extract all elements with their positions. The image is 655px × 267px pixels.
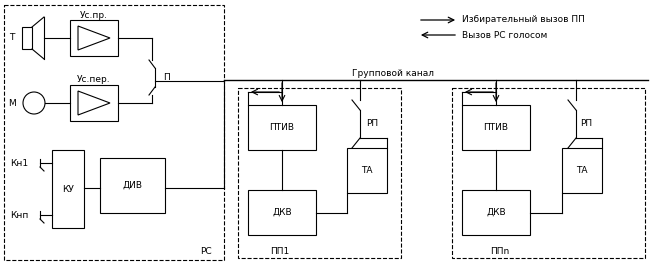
Text: ТА: ТА <box>362 166 373 175</box>
Bar <box>462 105 530 150</box>
Text: РС: РС <box>200 246 212 256</box>
Text: ППn: ППn <box>491 246 510 256</box>
Text: ТА: ТА <box>576 166 588 175</box>
Text: М: М <box>8 99 16 108</box>
Bar <box>70 85 118 121</box>
Bar <box>238 88 401 258</box>
Text: Избирательный вызов ПП: Избирательный вызов ПП <box>462 15 585 25</box>
Text: ПТИВ: ПТИВ <box>483 123 508 132</box>
Text: ДИВ: ДИВ <box>122 181 143 190</box>
Bar <box>4 5 224 260</box>
Text: ПТИВ: ПТИВ <box>269 123 295 132</box>
Bar <box>462 190 530 235</box>
Bar <box>100 158 165 213</box>
Bar <box>248 105 316 150</box>
Text: ДКВ: ДКВ <box>272 208 292 217</box>
Text: Вызов РС голосом: Вызов РС голосом <box>462 30 548 40</box>
Text: РП: РП <box>580 120 592 128</box>
Text: Кнп: Кнп <box>10 210 28 219</box>
Bar <box>52 150 84 228</box>
Text: П: П <box>162 73 170 81</box>
Bar <box>22 27 32 49</box>
Text: ДКВ: ДКВ <box>486 208 506 217</box>
Text: Групповой канал: Групповой канал <box>352 69 434 77</box>
Text: Ус.пер.: Ус.пер. <box>77 76 111 84</box>
Text: Т: Т <box>9 33 14 42</box>
Bar <box>452 88 645 258</box>
Bar <box>248 190 316 235</box>
Text: ПП1: ПП1 <box>271 246 290 256</box>
Text: Кн1: Кн1 <box>10 159 28 167</box>
Text: КУ: КУ <box>62 184 74 194</box>
Bar <box>562 148 602 193</box>
Bar <box>70 20 118 56</box>
Text: Ус.пр.: Ус.пр. <box>80 10 108 19</box>
Bar <box>347 148 387 193</box>
Text: РП: РП <box>366 120 378 128</box>
